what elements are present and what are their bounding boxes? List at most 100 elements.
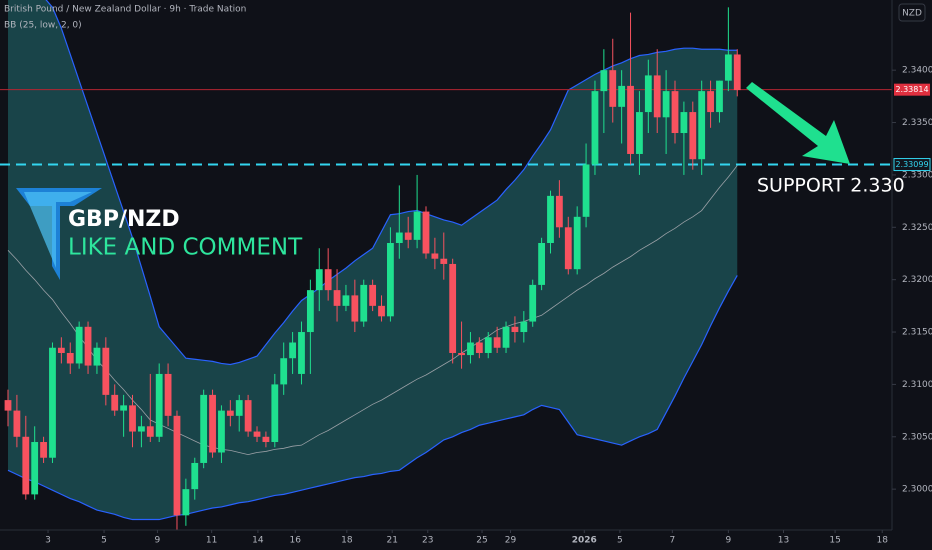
candle-body	[31, 442, 39, 495]
candle-body	[164, 373, 172, 416]
candle-body	[93, 347, 101, 366]
candle-body	[289, 342, 296, 359]
candle-body	[324, 269, 332, 291]
y-tick-label: 2.34000	[902, 66, 932, 76]
candle-body	[564, 227, 572, 270]
candle-body	[173, 415, 181, 516]
candle-body	[22, 436, 30, 495]
x-tick-label: 25	[476, 536, 487, 546]
candle-body	[342, 295, 350, 306]
x-tick-label: 9	[725, 536, 731, 546]
band-upper	[45, 0, 738, 366]
candle-body	[182, 489, 190, 516]
x-tick-label: 2026	[572, 536, 597, 546]
candle-body	[475, 342, 483, 353]
candle-body	[111, 394, 119, 411]
candle-body	[591, 91, 599, 165]
candle-body	[502, 326, 510, 348]
candle-body	[49, 347, 56, 458]
price-tags: 2.33814 2.33099	[893, 83, 931, 172]
candle-body	[600, 70, 608, 92]
x-tick-label: 7	[669, 536, 675, 546]
y-tick-label: 2.32500	[902, 223, 932, 233]
x-tick-label: 5	[101, 536, 107, 546]
candle-body	[40, 442, 47, 458]
candle-body	[458, 352, 465, 356]
candle-body	[609, 70, 617, 107]
candle-body	[618, 85, 626, 107]
y-tick-label: 2.33500	[902, 118, 932, 128]
x-tick-label: 21	[386, 536, 397, 546]
x-axis: 3 5 9 11 14 16 18 21 23 25 29 2026 5 7 9 13 15 18	[45, 530, 888, 546]
candle-body	[360, 284, 368, 322]
candle-body	[191, 462, 199, 490]
candle-body	[271, 384, 279, 443]
candle-body	[467, 342, 474, 356]
candle-body	[627, 85, 634, 154]
candle-body	[716, 80, 723, 113]
x-tick-label: 23	[422, 536, 433, 546]
candle-body	[431, 253, 439, 259]
x-tick-label: 16	[290, 536, 302, 546]
candle-body	[547, 195, 554, 244]
candle-body	[698, 91, 706, 160]
band-fill	[8, 0, 738, 520]
x-tick-label: 5	[617, 536, 623, 546]
plot-area	[0, 0, 892, 530]
y-tick-label: 2.33000	[902, 170, 932, 180]
currency-label[interactable]: NZD	[902, 9, 922, 19]
candle-body	[422, 211, 430, 254]
candle-body	[209, 394, 216, 453]
x-tick-label: 29	[505, 536, 517, 546]
candle-body	[333, 290, 341, 306]
candle-body	[520, 321, 528, 333]
candle-body	[102, 347, 110, 395]
candle-body	[226, 410, 234, 416]
candle-body	[129, 405, 136, 432]
y-tick-label: 2.31500	[902, 328, 932, 338]
candle-body	[253, 431, 261, 437]
candle-body	[449, 263, 457, 353]
candle-body	[66, 352, 74, 364]
candle-body	[484, 337, 492, 353]
x-tick-label: 13	[778, 536, 789, 546]
candle-body	[636, 112, 643, 154]
last-price-label: 2.33814	[895, 85, 928, 94]
support-tag	[893, 158, 931, 172]
annotation-arrow	[746, 82, 850, 164]
candle-body	[4, 400, 12, 411]
candle-body	[680, 112, 688, 134]
candle-body	[138, 426, 145, 432]
x-tick-label: 18	[876, 536, 888, 546]
candle-body	[280, 358, 288, 385]
currency-box[interactable]	[898, 3, 926, 22]
candle-body	[395, 232, 403, 244]
candle-body	[653, 75, 661, 118]
candle-body	[511, 326, 519, 333]
support-label: 2.33099	[895, 160, 928, 169]
y-tick-label: 2.30500	[902, 432, 932, 442]
candle-body	[57, 347, 65, 353]
y-tick-label: 2.31000	[902, 380, 932, 390]
candle-body	[413, 211, 421, 240]
x-tick-label: 9	[155, 536, 161, 546]
logo	[16, 188, 102, 280]
indicator-label: BB (25, low, 2, 0)	[4, 21, 82, 31]
y-tick-label: 2.30000	[902, 485, 932, 495]
candle-body	[146, 426, 154, 437]
candle-body	[440, 258, 448, 264]
x-tick-label: 11	[206, 536, 217, 546]
x-tick-label: 14	[252, 536, 264, 546]
candle-body	[75, 326, 83, 364]
candle-body	[200, 394, 208, 463]
band-basis	[7, 165, 738, 455]
band-lower	[7, 275, 738, 521]
candle-body	[298, 332, 305, 374]
annotation-text: SUPPORT 2.330	[757, 175, 905, 197]
candle-body	[315, 269, 323, 291]
candle-body	[733, 54, 741, 91]
price-axis	[892, 0, 932, 530]
candle-body	[493, 337, 501, 348]
candle-body	[555, 195, 563, 228]
